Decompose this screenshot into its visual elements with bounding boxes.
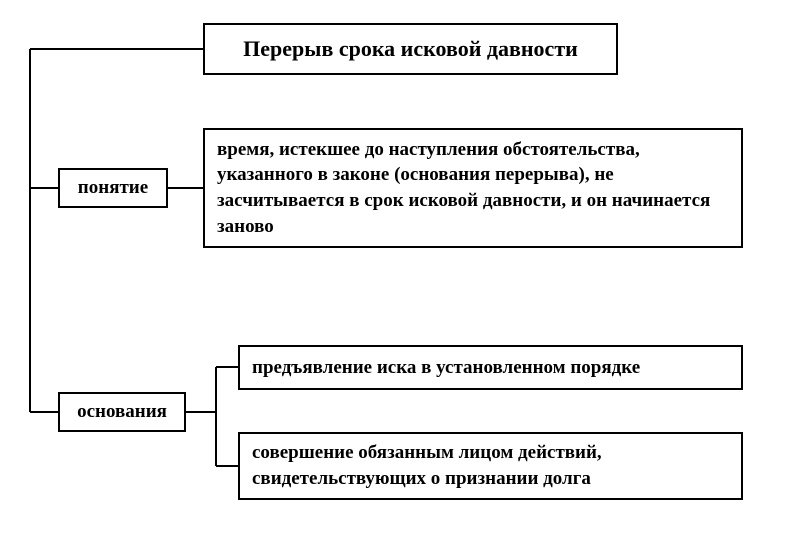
grounds-desc1-node: предъявление иска в установленном порядк… bbox=[238, 345, 743, 390]
root-text: Перерыв срока исковой давности bbox=[243, 36, 578, 62]
concept-label-node: понятие bbox=[58, 168, 168, 208]
root-node: Перерыв срока исковой давности bbox=[203, 23, 618, 75]
concept-desc-text: время, истекшее до наступления обстоятел… bbox=[217, 137, 729, 240]
concept-desc-node: время, истекшее до наступления обстоятел… bbox=[203, 128, 743, 248]
grounds-desc2-node: совершение обязанным лицом действий, сви… bbox=[238, 432, 743, 500]
grounds-label-text: основания bbox=[77, 401, 167, 423]
grounds-label-node: основания bbox=[58, 392, 186, 432]
grounds-desc2-text: совершение обязанным лицом действий, сви… bbox=[252, 440, 729, 491]
concept-label-text: понятие bbox=[78, 177, 148, 199]
grounds-desc1-text: предъявление иска в установленном порядк… bbox=[252, 355, 640, 381]
